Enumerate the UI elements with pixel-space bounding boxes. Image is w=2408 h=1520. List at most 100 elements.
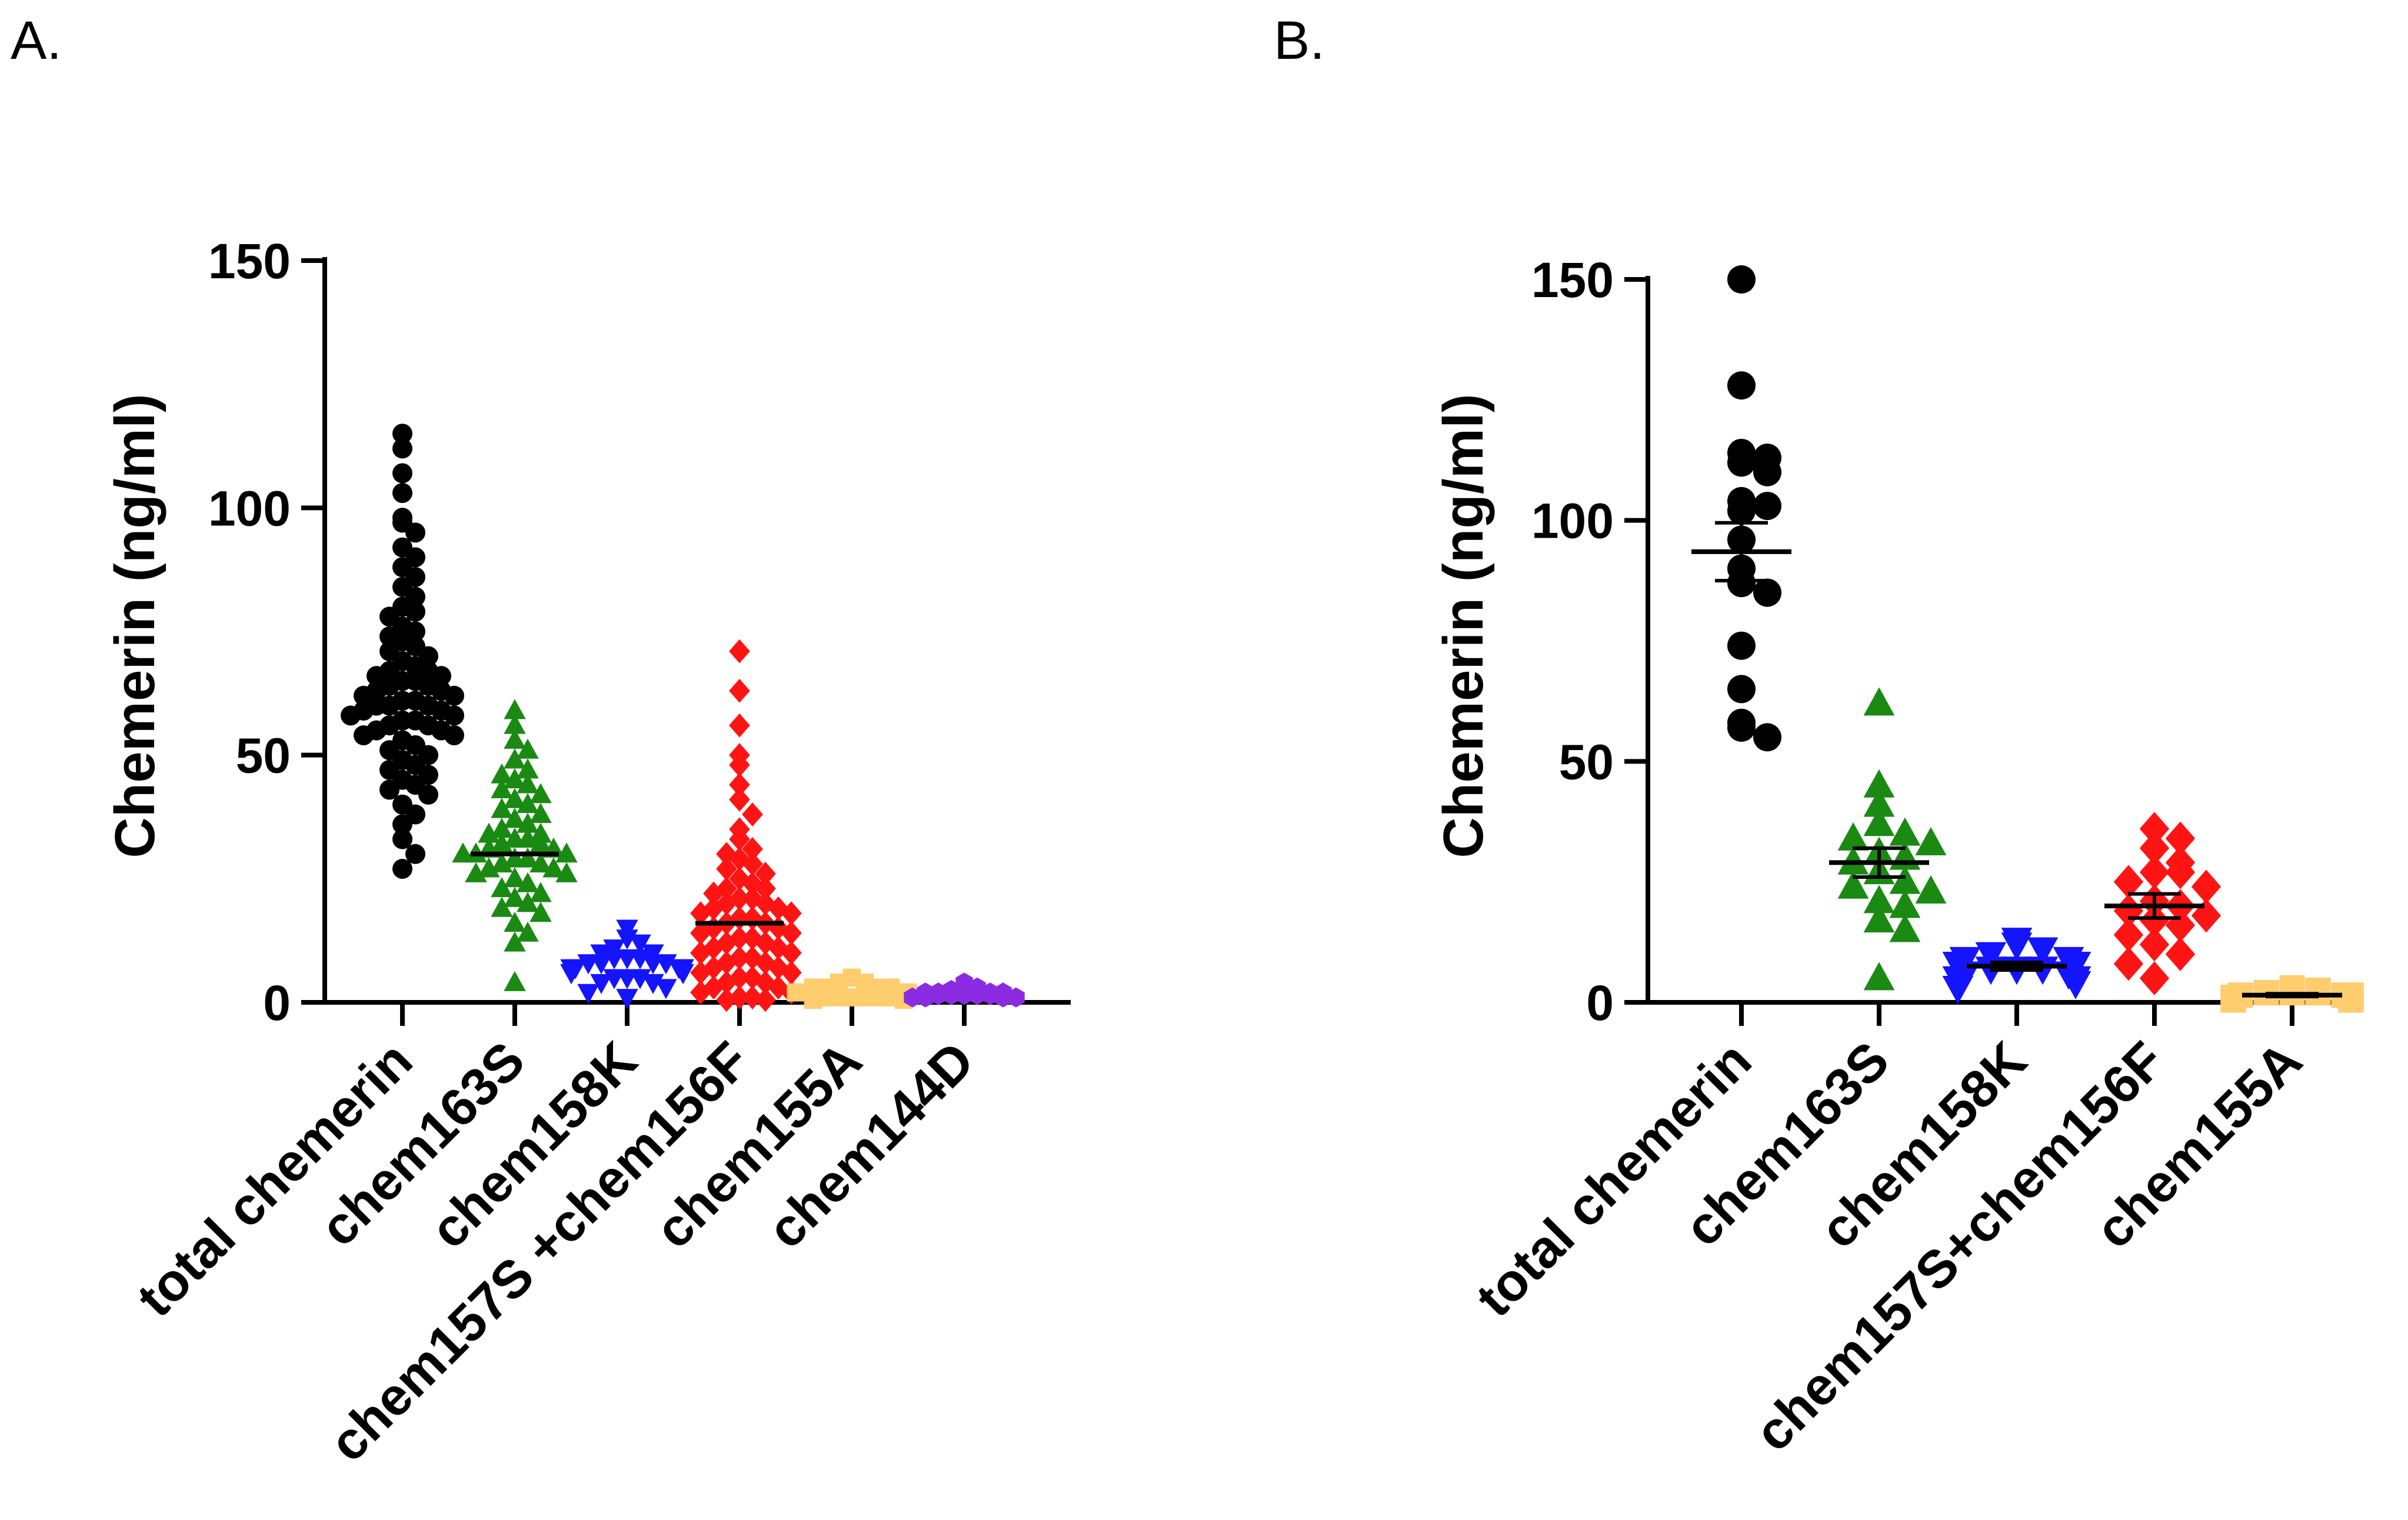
point-total-chemerin <box>1727 631 1756 660</box>
point-chem163s <box>491 896 513 917</box>
point-chem163s <box>491 818 513 838</box>
point-total-chemerin <box>392 463 412 484</box>
point-chem157s-chem156f <box>2139 927 2170 962</box>
point-chem158k <box>590 974 612 994</box>
point-chem157s-chem156f <box>703 975 724 1000</box>
point-chem163s <box>504 699 526 719</box>
point-total-chemerin <box>1727 569 1756 598</box>
point-chem157s-chem156f <box>716 931 737 955</box>
point-chem157s-chem156f <box>742 906 763 931</box>
point-chem157s-chem156f <box>755 988 776 1012</box>
point-chem163s <box>1863 769 1895 798</box>
point-chem157s-chem156f <box>781 961 802 985</box>
point-chem157s-chem156f <box>2165 937 2196 971</box>
y-tick-label: 150 <box>208 234 291 289</box>
point-chem157s-chem156f <box>755 876 776 901</box>
point-chem157s-chem156f <box>690 980 711 1005</box>
point-total-chemerin <box>1727 265 1756 294</box>
point-total-chemerin <box>392 829 412 849</box>
point-chem157s-chem156f <box>781 921 802 945</box>
point-chem157s-chem156f <box>2113 918 2144 952</box>
panel-b-mean-bars <box>1691 521 2342 999</box>
point-chem144d <box>1007 987 1025 1008</box>
point-chem157s-chem156f <box>2165 821 2196 856</box>
point-total-chemerin <box>444 725 464 746</box>
point-chem157s-chem156f <box>716 856 737 881</box>
point-chem163s <box>1863 885 1895 914</box>
point-total-chemerin <box>1753 458 1781 486</box>
point-chem155a <box>804 991 822 1009</box>
point-chem163s <box>517 892 539 912</box>
point-chem157s-chem156f <box>729 965 750 990</box>
point-chem157s-chem156f <box>742 871 763 896</box>
point-chem163s <box>491 778 513 798</box>
point-total-chemerin <box>418 784 438 805</box>
y-tick-label: 100 <box>1531 494 1614 549</box>
panel-b-label: B. <box>1274 11 1325 71</box>
point-chem157s-chem156f <box>781 901 802 926</box>
point-chem157s-chem156f <box>2113 894 2144 928</box>
point-total-chemerin <box>405 844 425 864</box>
point-chem157s-chem156f <box>2139 961 2170 995</box>
point-chem157s-chem156f <box>716 876 737 901</box>
point-chem163s <box>555 842 578 863</box>
point-chem163s <box>491 763 513 784</box>
point-chem163s <box>1837 822 1869 851</box>
point-chem158k <box>616 989 638 1009</box>
point-chem163s <box>491 798 513 818</box>
panel-b-points <box>1727 265 2364 1013</box>
point-chem163s <box>517 773 539 794</box>
point-chem163s <box>504 971 526 991</box>
point-chem163s <box>1889 914 1921 942</box>
point-chem163s <box>1863 904 1895 933</box>
point-chem163s <box>555 862 578 882</box>
point-chem163s <box>517 738 539 759</box>
point-chem158k <box>2001 932 2033 961</box>
point-chem157s-chem156f <box>729 753 750 777</box>
point-chem158k <box>629 934 651 955</box>
point-total-chemerin <box>444 685 464 706</box>
point-chem157s-chem156f <box>742 852 763 876</box>
y-tick-label: 0 <box>1586 975 1614 1031</box>
point-chem158k <box>1942 976 1974 1005</box>
point-chem163s <box>504 867 526 888</box>
point-chem163s <box>478 822 500 843</box>
point-chem163s <box>517 793 539 814</box>
point-chem157s-chem156f <box>729 772 750 797</box>
point-chem157s-chem156f <box>2113 946 2144 981</box>
point-chem157s-chem156f <box>729 866 750 891</box>
point-chem155a <box>787 983 805 1002</box>
point-chem157s-chem156f <box>742 836 763 861</box>
point-chem163s <box>504 728 526 749</box>
point-total-chemerin <box>354 725 374 746</box>
point-chem163s <box>452 842 474 863</box>
point-chem157s-chem156f <box>768 896 789 921</box>
point-chem163s <box>491 852 513 873</box>
point-chem157s-chem156f <box>742 926 763 951</box>
panel-a-mean-bars <box>358 703 784 926</box>
panel-a-points <box>341 424 1025 1012</box>
point-total-chemerin <box>392 483 412 504</box>
point-chem157s-chem156f <box>742 945 763 970</box>
point-chem157s-chem156f <box>716 988 737 1012</box>
point-chem163s <box>504 714 526 734</box>
point-total-chemerin <box>1727 713 1756 742</box>
point-total-chemerin <box>1753 492 1781 521</box>
point-chem163s <box>529 783 552 804</box>
point-chem157s-chem156f <box>716 891 737 916</box>
point-chem157s-chem156f <box>716 951 737 975</box>
point-chem157s-chem156f <box>729 945 750 970</box>
point-total-chemerin <box>405 522 425 543</box>
point-chem163s <box>504 911 526 932</box>
point-chem163s <box>1863 808 1895 836</box>
panel-b-y-axis-label: Chemerin (ng/ml) <box>1432 394 1495 858</box>
point-chem163s <box>529 802 552 823</box>
point-chem163s <box>504 931 526 952</box>
point-chem157s-chem156f <box>742 886 763 911</box>
point-chem157s-chem156f <box>716 842 737 866</box>
point-chem157s-chem156f <box>729 985 750 1009</box>
point-chem163s <box>529 852 552 873</box>
point-chem155a <box>2220 987 2246 1013</box>
point-total-chemerin <box>392 814 412 835</box>
panel-a-label: A. <box>11 11 62 71</box>
